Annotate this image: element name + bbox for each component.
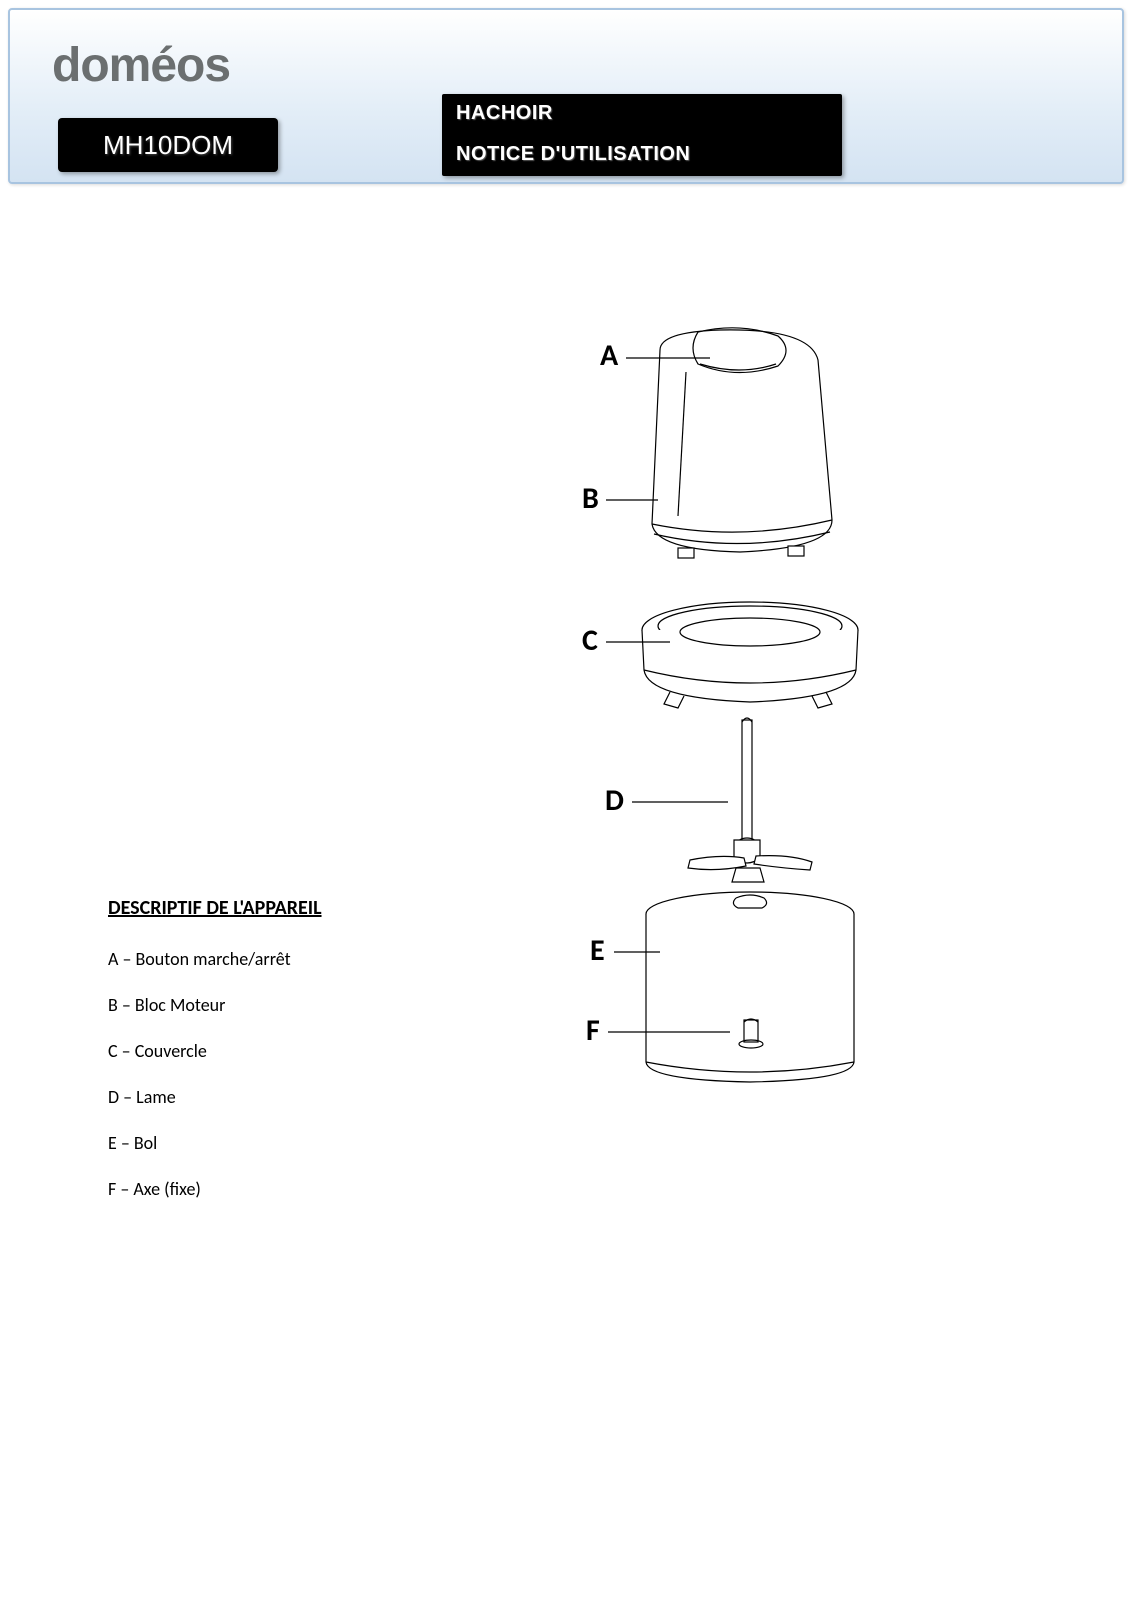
diagram-label-f: F [586, 1012, 600, 1049]
motor-block-drawing [652, 328, 832, 558]
description-item: D – Lame [108, 1086, 468, 1108]
description-item: E – Bol [108, 1132, 468, 1154]
model-badge: MH10DOM [58, 118, 278, 172]
description-item: C – Couvercle [108, 1040, 468, 1062]
diagram-label-a: A [600, 337, 619, 374]
diagram-label-d: D [605, 782, 624, 819]
diagram-label-b: B [582, 480, 599, 517]
title-block: HACHOIR NOTICE D'UTILISATION [442, 94, 842, 176]
header-panel: doméos MH10DOM HACHOIR NOTICE D'UTILISAT… [8, 8, 1124, 184]
diagram-label-c: C [582, 622, 598, 659]
description-item: B – Bloc Moteur [108, 994, 468, 1016]
blade-drawing [688, 718, 812, 882]
description-item: A – Bouton marche/arrêt [108, 948, 468, 970]
diagram-label-e: E [590, 932, 605, 969]
product-title: HACHOIR [456, 102, 828, 125]
brand-logo: doméos [52, 38, 230, 93]
description-section: DESCRIPTIF DE L'APPAREIL A – Bouton marc… [108, 896, 468, 1224]
lid-drawing [642, 602, 858, 708]
bowl-drawing [646, 892, 854, 1082]
exploded-diagram: A B C D E F [540, 320, 900, 1100]
description-item: F – Axe (fixe) [108, 1178, 468, 1200]
description-heading: DESCRIPTIF DE L'APPAREIL [108, 896, 468, 920]
document-subtitle: NOTICE D'UTILISATION [456, 143, 828, 166]
